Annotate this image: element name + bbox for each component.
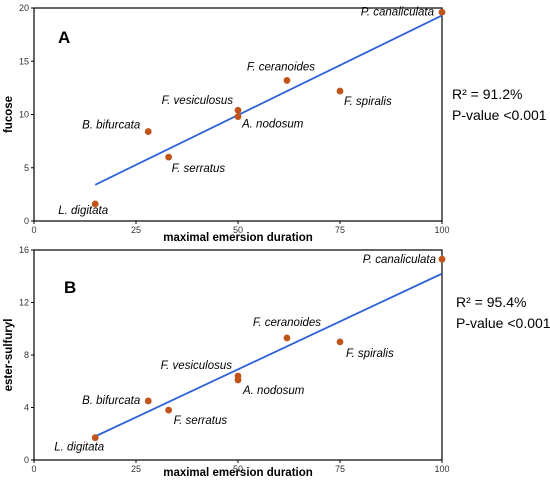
r-squared-text: R² = 95.4% [456, 294, 526, 310]
x-tick-label: 75 [335, 464, 345, 474]
data-point [283, 334, 291, 342]
point-label: A. nodosum [242, 385, 305, 397]
x-tick-label: 75 [335, 225, 345, 235]
point-label: B. bifurcata [82, 395, 140, 407]
data-point [144, 128, 152, 135]
data-point [144, 397, 152, 405]
data-point [438, 255, 446, 263]
p-value-text: P-value <0.001 [456, 315, 550, 331]
x-tick-label: 100 [434, 225, 449, 235]
point-label: F. ceranoides [247, 61, 315, 73]
regression-line [94, 14, 443, 186]
point-label: F. ceranoides [253, 317, 321, 329]
point-label: F. spiralis [344, 96, 392, 108]
point-label: F. serratus [172, 163, 226, 175]
y-tick-label: 20 [19, 3, 29, 13]
x-tick-label: 50 [233, 464, 243, 474]
y-tick-label: 8 [24, 350, 29, 360]
x-tick-label: 0 [31, 225, 36, 235]
data-point [438, 8, 446, 16]
y-tick-label: 4 [24, 403, 29, 413]
data-point [91, 434, 99, 442]
point-label: F. spiralis [346, 348, 394, 360]
data-point [91, 200, 99, 208]
y-tick-label: 10 [19, 110, 29, 120]
regression-line [94, 272, 443, 438]
x-tick-label: 25 [131, 225, 141, 235]
data-point [283, 77, 291, 84]
y-tick-label: 15 [19, 56, 29, 66]
data-point [234, 106, 242, 114]
panel-letter: B [64, 278, 76, 297]
y-tick-label: 0 [24, 216, 29, 226]
point-label: L. digitata [58, 205, 108, 217]
point-label: B. bifurcata [82, 120, 140, 132]
x-tick-label: 50 [233, 225, 243, 235]
x-axis-title: maximal emersion duration [163, 467, 313, 479]
data-point [336, 338, 344, 346]
panel-letter: A [58, 28, 70, 47]
x-tick-label: 25 [131, 464, 141, 474]
data-point [165, 153, 173, 161]
x-axis-title: maximal emersion duration [163, 232, 313, 244]
data-point [234, 113, 242, 121]
panel-a: 0 25 50 75 100 0 5 10 15 20 maximal emersion durat… [3, 3, 547, 244]
panel-b: 0 25 50 75 100 0 4 8 12 16 maximal emersion durati… [3, 245, 550, 479]
data-point [336, 87, 344, 95]
data-point [165, 406, 173, 414]
point-label: F. serratus [174, 415, 228, 427]
y-axis-title: ester-sulfuryl [3, 319, 15, 392]
data-point [234, 376, 242, 384]
p-value-text: P-value <0.001 [452, 107, 547, 123]
point-label: P. canaliculata [363, 254, 436, 266]
point-label: F. vesiculosus [162, 95, 234, 107]
x-tick-label: 0 [31, 464, 36, 474]
x-tick-label: 100 [434, 464, 449, 474]
point-label: P. canaliculata [361, 6, 434, 18]
point-label: A. nodosum [241, 119, 304, 131]
y-tick-label: 16 [19, 245, 29, 255]
r-squared-text: R² = 91.2% [452, 86, 522, 102]
y-axis-title: fucose [3, 96, 15, 133]
y-tick-label: 5 [24, 163, 29, 173]
y-tick-label: 0 [24, 455, 29, 465]
point-label: F. vesiculosus [161, 360, 233, 372]
y-tick-label: 12 [19, 298, 29, 308]
point-label: L. digitata [54, 442, 104, 454]
